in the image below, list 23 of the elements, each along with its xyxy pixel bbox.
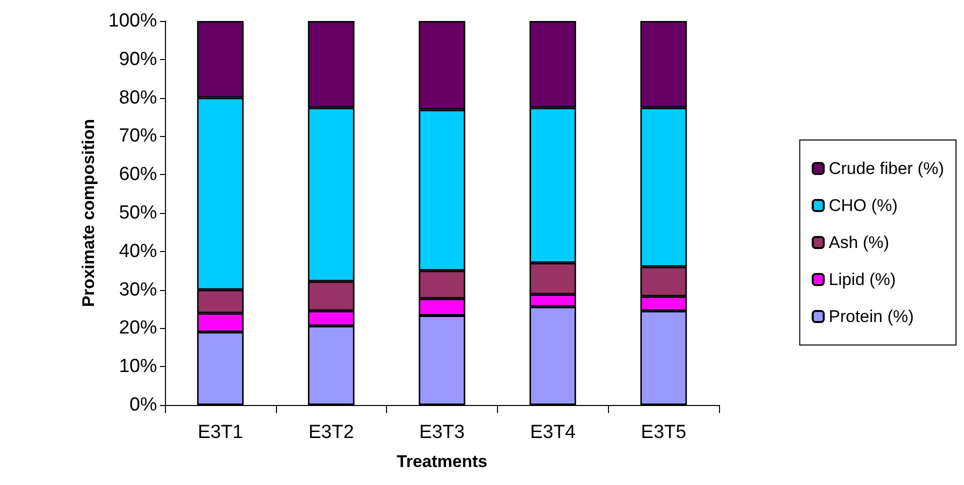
x-tick-label: E3T2 [308, 422, 354, 443]
x-tick-label: E3T4 [530, 422, 576, 443]
y-tick-label: 100% [108, 10, 158, 32]
x-tick-label: E3T3 [419, 422, 465, 443]
y-axis-title: Proximate composition [79, 119, 98, 307]
y-tick-label: 0% [130, 394, 158, 416]
x-tick-label: E3T5 [640, 422, 686, 443]
x-tick-label: E3T1 [198, 422, 244, 443]
y-tick-label: 80% [118, 87, 158, 108]
y-tick-label: 60% [118, 164, 158, 186]
legend-label: Ash (%) [828, 233, 890, 252]
legend-label: CHO (%) [828, 196, 898, 215]
y-tick-label: 30% [118, 279, 158, 300]
legend-label: Lipid (%) [828, 270, 896, 289]
legend-label: Protein (%) [828, 307, 914, 326]
legend-label: Crude fiber (%) [828, 159, 944, 178]
y-tick-label: 70% [118, 126, 158, 147]
y-tick-label: 10% [118, 356, 158, 378]
y-tick-label: 50% [118, 202, 158, 224]
y-tick-label: 90% [118, 48, 158, 70]
x-axis-title: Treatments [396, 452, 488, 471]
y-tick-label: 20% [118, 318, 158, 339]
y-tick-label: 40% [118, 240, 158, 262]
